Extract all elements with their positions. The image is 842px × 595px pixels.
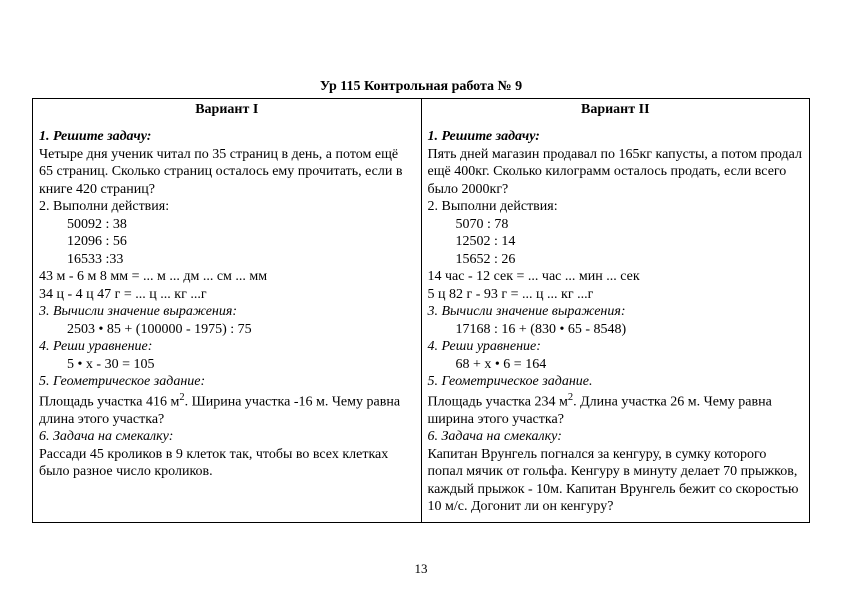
v2-t6-body: Капитан Врунгель погнался за кенгуру, в … (428, 447, 799, 515)
v2-task6: 6. Задача на смекалку: Капитан Врунгель … (428, 428, 804, 516)
page-number: 13 (0, 561, 842, 577)
v2-task4-head: 4. Реши уравнение: (428, 339, 541, 354)
v1-task5-head: 5. Геометрическое задание: (39, 374, 205, 389)
v1-t4-l1: 5 • x - 30 = 105 (39, 357, 154, 372)
v1-t2-l1: 50092 : 38 (39, 217, 127, 232)
v1-t2-l2: 12096 : 56 (39, 234, 127, 249)
v2-task1-body: Пять дней магазин продавал по 165кг капу… (428, 147, 802, 197)
v1-t5-pre: Площадь участка 416 м (39, 394, 179, 409)
v2-t2-l4: 14 час - 12 сек = ... час ... мин ... се… (428, 269, 640, 284)
v1-t2-l4: 43 м - 6 м 8 мм = ... м ... дм ... см ..… (39, 269, 267, 284)
v1-t2-l3: 16533 :33 (39, 252, 123, 267)
page: Ур 115 Контрольная работа № 9 Вариант I … (0, 0, 842, 595)
v1-task4: 4. Реши уравнение: 5 • x - 30 = 105 (39, 338, 415, 373)
v1-task2-head: 2. Выполни действия: (39, 199, 169, 214)
v2-task5-head: 5. Геометрическое задание. (428, 374, 593, 389)
v2-t2-l3: 15652 : 26 (428, 252, 516, 267)
v2-task2-head: 2. Выполни действия: (428, 199, 558, 214)
v1-task4-head: 4. Реши уравнение: (39, 339, 152, 354)
v2-t2-l2: 12502 : 14 (428, 234, 516, 249)
variant-1-title: Вариант I (39, 101, 415, 129)
v2-task1: 1. Решите задачу: Пять дней магазин прод… (428, 128, 804, 198)
v2-t5-pre: Площадь участка 234 м (428, 394, 568, 409)
v2-t4-l1: 68 + x • 6 = 164 (428, 357, 547, 372)
v1-t6-body: Рассади 45 кроликов в 9 клеток так, чтоб… (39, 447, 388, 480)
v1-task1: 1. Решите задачу: Четыре дня ученик чита… (39, 128, 415, 198)
v2-task1-head: 1. Решите задачу: (428, 129, 540, 144)
v1-task3-head: 3. Вычисли значение выражения: (39, 304, 237, 319)
v1-t3-l1: 2503 • 85 + (100000 - 1975) : 75 (39, 322, 252, 337)
variant-2-title: Вариант II (428, 101, 804, 129)
v2-task2: 2. Выполни действия: 5070 : 78 12502 : 1… (428, 198, 804, 303)
v1-t2-l5: 34 ц - 4 ц 47 г = ... ц ... кг ...г (39, 287, 207, 302)
variant-2-cell: Вариант II 1. Решите задачу: Пять дней м… (421, 98, 810, 522)
v1-task3: 3. Вычисли значение выражения: 2503 • 85… (39, 303, 415, 338)
worksheet-header: Ур 115 Контрольная работа № 9 (32, 78, 810, 96)
v2-task3-head: 3. Вычисли значение выражения: (428, 304, 626, 319)
v1-task6: 6. Задача на смекалку: Рассади 45 кролик… (39, 428, 415, 481)
v1-task1-body: Четыре дня ученик читал по 35 страниц в … (39, 147, 402, 197)
v2-task5: 5. Геометрическое задание. Площадь участ… (428, 373, 804, 428)
v1-task1-head: 1. Решите задачу: (39, 129, 151, 144)
v1-task2: 2. Выполни действия: 50092 : 38 12096 : … (39, 198, 415, 303)
v2-task6-head: 6. Задача на смекалку: (428, 429, 562, 444)
v1-task6-head: 6. Задача на смекалку: (39, 429, 173, 444)
v2-task3: 3. Вычисли значение выражения: 17168 : 1… (428, 303, 804, 338)
v2-task4: 4. Реши уравнение: 68 + x • 6 = 164 (428, 338, 804, 373)
v2-t2-l1: 5070 : 78 (428, 217, 509, 232)
v1-task5: 5. Геометрическое задание: Площадь участ… (39, 373, 415, 428)
v2-t2-l5: 5 ц 82 г - 93 г = ... ц ... кг ...г (428, 287, 594, 302)
v2-t3-l1: 17168 : 16 + (830 • 65 - 8548) (428, 322, 627, 337)
variants-table: Вариант I 1. Решите задачу: Четыре дня у… (32, 98, 810, 523)
variant-1-cell: Вариант I 1. Решите задачу: Четыре дня у… (33, 98, 422, 522)
